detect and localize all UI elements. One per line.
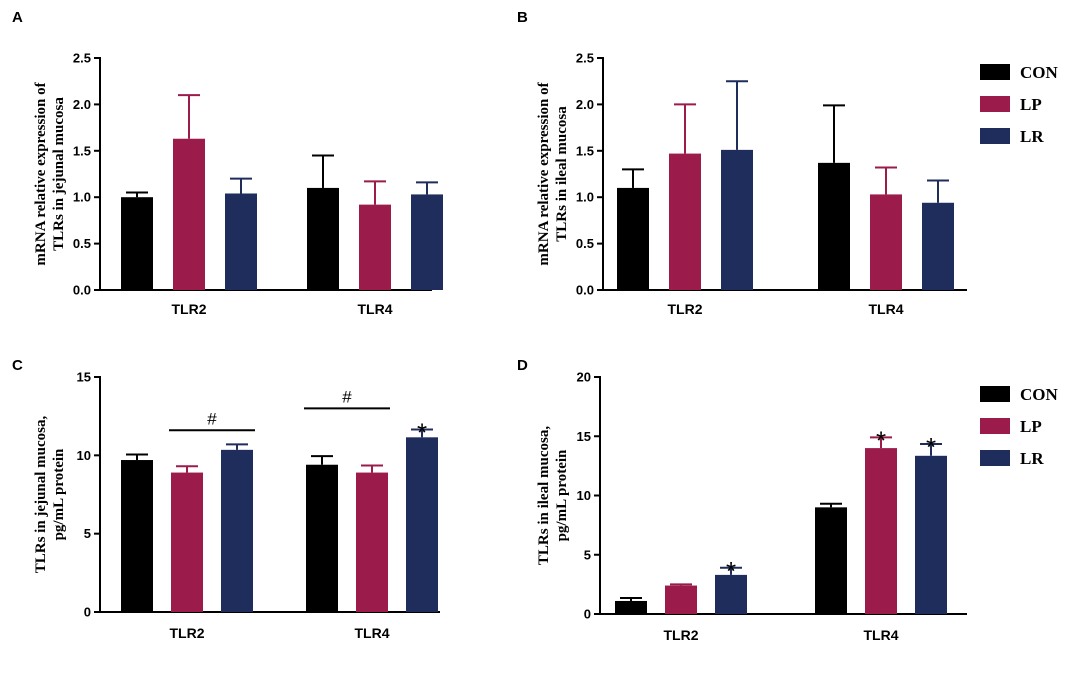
bar-lp-tlr2 [171,472,203,612]
x-tick-label: TLR4 [864,627,899,643]
y-tick-label: 5 [84,526,91,541]
y-tick-label: 15 [577,429,591,444]
panel-letter: B [517,9,528,26]
y-tick-label: 0 [584,607,591,622]
bar-lp-tlr4 [356,472,388,612]
significance-star: * [926,432,936,462]
y-tick-label: 10 [77,448,91,463]
legend-label: LR [1020,127,1044,146]
legend-label: LP [1020,95,1042,114]
y-axis-label: TLRs in jejunal mucosa, [33,415,49,573]
y-tick-label: 1.5 [576,143,594,158]
bar-lr-tlr2 [221,449,253,612]
panel-letter: D [517,357,528,374]
y-tick-label: 2.5 [73,51,91,66]
significance-star: * [417,417,427,447]
bar-lr-tlr2 [715,574,747,614]
legend-swatch-lr [980,128,1010,144]
bar-lr-tlr4 [915,455,947,614]
legend-swatch-lp [980,96,1010,112]
panel-d: D 0 5 10 15 20 TLRs in ileal mucosa, pg/mL prot… [517,357,1059,643]
legend-swatch-con [980,64,1010,80]
bar-con-tlr4 [307,187,339,290]
y-tick-label: 15 [77,370,91,385]
y-tick-label: 20 [577,370,591,385]
y-tick-label: 0.5 [73,236,91,251]
legend-swatch-lp [980,418,1010,434]
panel-b: B 0.0 0.5 1.0 1.5 2.0 2.5 mRNA relative express… [517,9,1059,317]
significance-mark: # [342,387,352,406]
x-tick-label: TLR2 [172,301,207,317]
y-axis-label: TLRs in ileal mucosa, [536,426,552,565]
legend: CON LP LR [980,385,1059,468]
significance-mark: # [207,409,217,428]
y-tick-label: 0 [84,605,91,620]
legend-label: CON [1020,385,1059,404]
y-axis-label: pg/mL protein [554,449,570,541]
y-axis-label: mRNA relative expression of [33,81,49,265]
y-tick-label: 1.5 [73,143,91,158]
x-tick-label: TLR4 [358,301,393,317]
x-tick-label: TLR4 [869,301,904,317]
panel-letter: A [12,9,23,26]
bar-lp-tlr4 [870,194,902,290]
y-tick-label: 0.0 [576,283,594,298]
y-tick-label: 0.0 [73,283,91,298]
significance-star: * [876,425,886,455]
y-tick-label: 0.5 [576,236,594,251]
y-axis-label: TLRs in ileal mucosa [554,106,570,242]
legend: CON LP LR [980,63,1059,146]
bar-con-tlr2 [615,600,647,614]
y-axis-label: TLRs in jejunal mucosa [51,97,67,251]
bar-con-tlr4 [306,464,338,612]
bar-lr-tlr4 [406,437,438,612]
bar-lr-tlr2 [225,193,257,290]
y-tick-label: 1.0 [576,190,594,205]
y-tick-label: 2.0 [73,97,91,112]
y-tick-label: 10 [577,488,591,503]
panel-letter: C [12,357,23,374]
bar-lr-tlr2 [721,149,753,290]
bar-con-tlr4 [815,507,847,614]
legend-swatch-lr [980,450,1010,466]
x-tick-label: TLR2 [664,627,699,643]
bar-con-tlr4 [818,162,850,290]
bar-con-tlr2 [617,187,649,290]
panel-c: C 0 5 10 15 TLRs in jejunal mucosa, pg/mL prot… [12,357,440,641]
panel-a: A 0.0 0.5 1.0 1.5 2.0 2.5 mRNA relative express… [12,9,443,317]
bar-con-tlr2 [121,460,153,612]
legend-label: CON [1020,63,1059,82]
bar-lp-tlr4 [865,448,897,614]
x-tick-label: TLR2 [170,625,205,641]
bar-lp-tlr2 [665,585,697,614]
y-tick-label: 5 [584,547,591,562]
y-tick-label: 1.0 [73,190,91,205]
bar-lp-tlr2 [173,138,205,290]
y-axis-label: mRNA relative expression of [536,81,552,265]
bar-lr-tlr4 [922,202,954,290]
bar-lp-tlr4 [359,204,391,290]
bar-lp-tlr2 [669,153,701,290]
legend-label: LR [1020,449,1044,468]
x-tick-label: TLR2 [668,301,703,317]
x-tick-label: TLR4 [355,625,390,641]
bar-con-tlr2 [121,197,153,290]
legend-swatch-con [980,386,1010,402]
bar-lr-tlr4 [411,194,443,290]
y-tick-label: 2.5 [576,51,594,66]
legend-label: LP [1020,417,1042,436]
significance-star: * [726,556,736,586]
y-tick-label: 2.0 [576,97,594,112]
y-axis-label: pg/mL protein [51,448,67,540]
